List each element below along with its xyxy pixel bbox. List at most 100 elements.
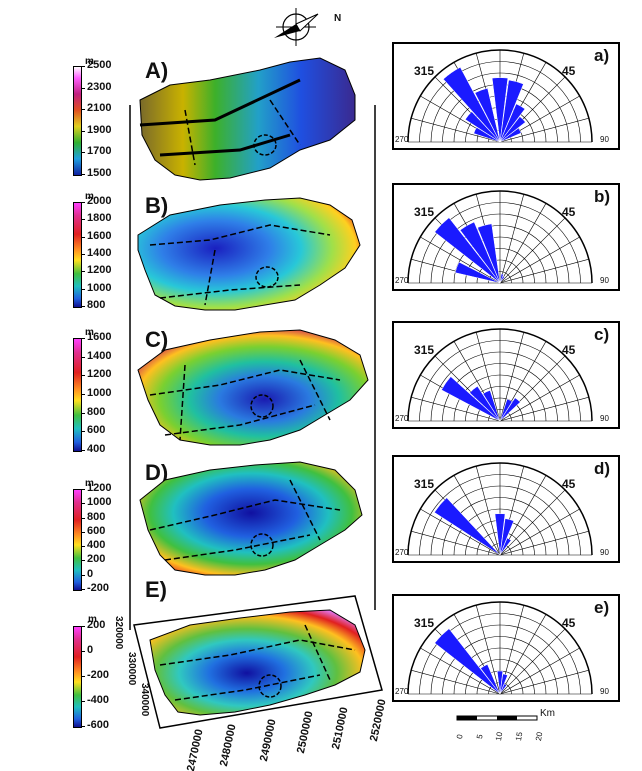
rose-petal bbox=[499, 537, 512, 556]
colorbar-tick-mark bbox=[81, 375, 85, 377]
rose-spoke bbox=[499, 614, 547, 695]
rose-label-d: d) bbox=[594, 459, 611, 478]
rose-spoke bbox=[411, 669, 501, 695]
colorbar-tick-label: 1600 bbox=[87, 331, 112, 343]
colorbar-tick-label: 800 bbox=[87, 405, 106, 418]
colorbar-tick-mark bbox=[81, 726, 85, 727]
colorbar-tick-mark bbox=[81, 546, 85, 548]
colorbar-tick-mark bbox=[81, 87, 85, 89]
rose-axis-270: 270 bbox=[395, 548, 409, 557]
colorbar-tick-label: 0 bbox=[87, 644, 94, 656]
rose-spoke bbox=[499, 647, 580, 695]
rose-petal bbox=[499, 275, 505, 284]
panel-label-d: D) bbox=[145, 460, 169, 485]
rose-petal bbox=[499, 103, 526, 143]
rose-axis-270: 270 bbox=[395, 687, 409, 696]
rose-spoke bbox=[420, 236, 501, 284]
colorbar-tick-label: 400 bbox=[87, 443, 106, 455]
rose-spoke bbox=[499, 332, 525, 422]
scale-tick-15: 15 bbox=[514, 731, 525, 742]
colorbar-tick-mark bbox=[81, 503, 85, 505]
colorbar-tick-mark bbox=[81, 130, 85, 132]
colorbar-tick-label: 2000 bbox=[87, 195, 112, 207]
colorbar-tick-label: 1700 bbox=[87, 145, 112, 158]
rose-spoke bbox=[499, 374, 580, 422]
colorbar-tick-mark bbox=[81, 152, 85, 154]
rose-spoke bbox=[420, 508, 501, 556]
colorbar-b bbox=[73, 202, 82, 308]
colorbar-tick-label: 400 bbox=[87, 539, 106, 552]
rose-spoke bbox=[475, 605, 501, 695]
map-e bbox=[133, 595, 383, 729]
rose-petal bbox=[477, 223, 501, 284]
colorbar-tick-mark bbox=[81, 651, 85, 652]
rose-petal bbox=[459, 221, 501, 284]
colorbar-tick-mark bbox=[81, 271, 85, 273]
colorbar-tick-label: 800 bbox=[87, 299, 106, 311]
rose-diagram-e bbox=[392, 594, 620, 702]
colorbar-tick-mark bbox=[81, 202, 85, 203]
colorbar-b-unit: m bbox=[85, 191, 94, 202]
colorbar-tick-mark bbox=[81, 66, 85, 67]
colorbar-tick-label: -200 bbox=[87, 669, 110, 681]
colorbar-tick-label: 1200 bbox=[87, 368, 112, 381]
colorbar-tick-label: 1600 bbox=[87, 229, 112, 242]
colorbar-tick-label: 1800 bbox=[87, 212, 112, 225]
colorbar-tick-label: 2100 bbox=[87, 102, 112, 115]
colorbar-tick-mark bbox=[81, 450, 85, 451]
rose-spoke bbox=[411, 530, 501, 556]
colorbar-tick-mark bbox=[81, 676, 85, 677]
rose-spoke bbox=[499, 194, 525, 284]
colorbar-tick-mark bbox=[81, 531, 85, 533]
rose-angle-315: 315 bbox=[414, 205, 435, 219]
rose-spoke bbox=[411, 396, 501, 422]
rose-label-e: e) bbox=[594, 598, 610, 617]
rose-angle-45: 45 bbox=[562, 616, 576, 630]
rose-spoke bbox=[499, 396, 589, 422]
colorbar-tick-mark bbox=[81, 574, 85, 576]
colorbar-a bbox=[73, 66, 82, 176]
rose-spoke bbox=[499, 117, 589, 143]
rose-spoke bbox=[453, 475, 501, 556]
colorbar-tick-label: 200 bbox=[87, 619, 106, 631]
colorbar-c-unit: m bbox=[85, 327, 94, 338]
rose-label-a: a) bbox=[594, 46, 610, 65]
colorbar-tick-mark bbox=[81, 356, 85, 358]
rose-petal bbox=[454, 261, 501, 284]
rose-petal bbox=[482, 390, 501, 422]
colorbar-tick-label: 600 bbox=[87, 524, 106, 537]
rose-axis-90: 90 bbox=[600, 276, 609, 285]
map-b bbox=[137, 197, 361, 311]
rose-spoke bbox=[475, 466, 501, 556]
colorbar-tick-label: 800 bbox=[87, 510, 106, 523]
colorbar-tick-label: 1200 bbox=[87, 482, 112, 494]
rose-diagram-a bbox=[392, 42, 620, 150]
colorbar-tick-label: 1500 bbox=[87, 167, 112, 179]
rose-angle-315: 315 bbox=[414, 616, 435, 630]
colorbar-tick-mark bbox=[81, 109, 85, 111]
colorbar-e-unit: m bbox=[88, 614, 97, 625]
rose-petal bbox=[499, 127, 522, 143]
rose-petal bbox=[434, 217, 501, 284]
colorbar-tick-label: -600 bbox=[87, 719, 110, 731]
colorbar-a-unit: m bbox=[85, 56, 94, 67]
rose-spoke bbox=[499, 489, 566, 556]
colorbar-tick-label: 1400 bbox=[87, 247, 112, 259]
north-label: N bbox=[334, 13, 342, 24]
rose-angle-315: 315 bbox=[414, 477, 435, 491]
coord-left-3: 340000 bbox=[139, 683, 150, 717]
panel-label-b: B) bbox=[145, 193, 169, 218]
scale-bar bbox=[456, 715, 538, 721]
rose-angle-45: 45 bbox=[562, 477, 576, 491]
rose-petal bbox=[499, 518, 515, 556]
colorbar-c bbox=[73, 338, 82, 452]
colorbar-tick-label: 1900 bbox=[87, 123, 112, 136]
rose-petal bbox=[491, 77, 509, 143]
colorbar-tick-mark bbox=[81, 288, 85, 290]
colorbar-d-unit: m bbox=[85, 478, 94, 489]
rose-spoke bbox=[499, 530, 589, 556]
colorbar-tick-label: 2300 bbox=[87, 80, 112, 93]
colorbar-e bbox=[73, 626, 82, 728]
